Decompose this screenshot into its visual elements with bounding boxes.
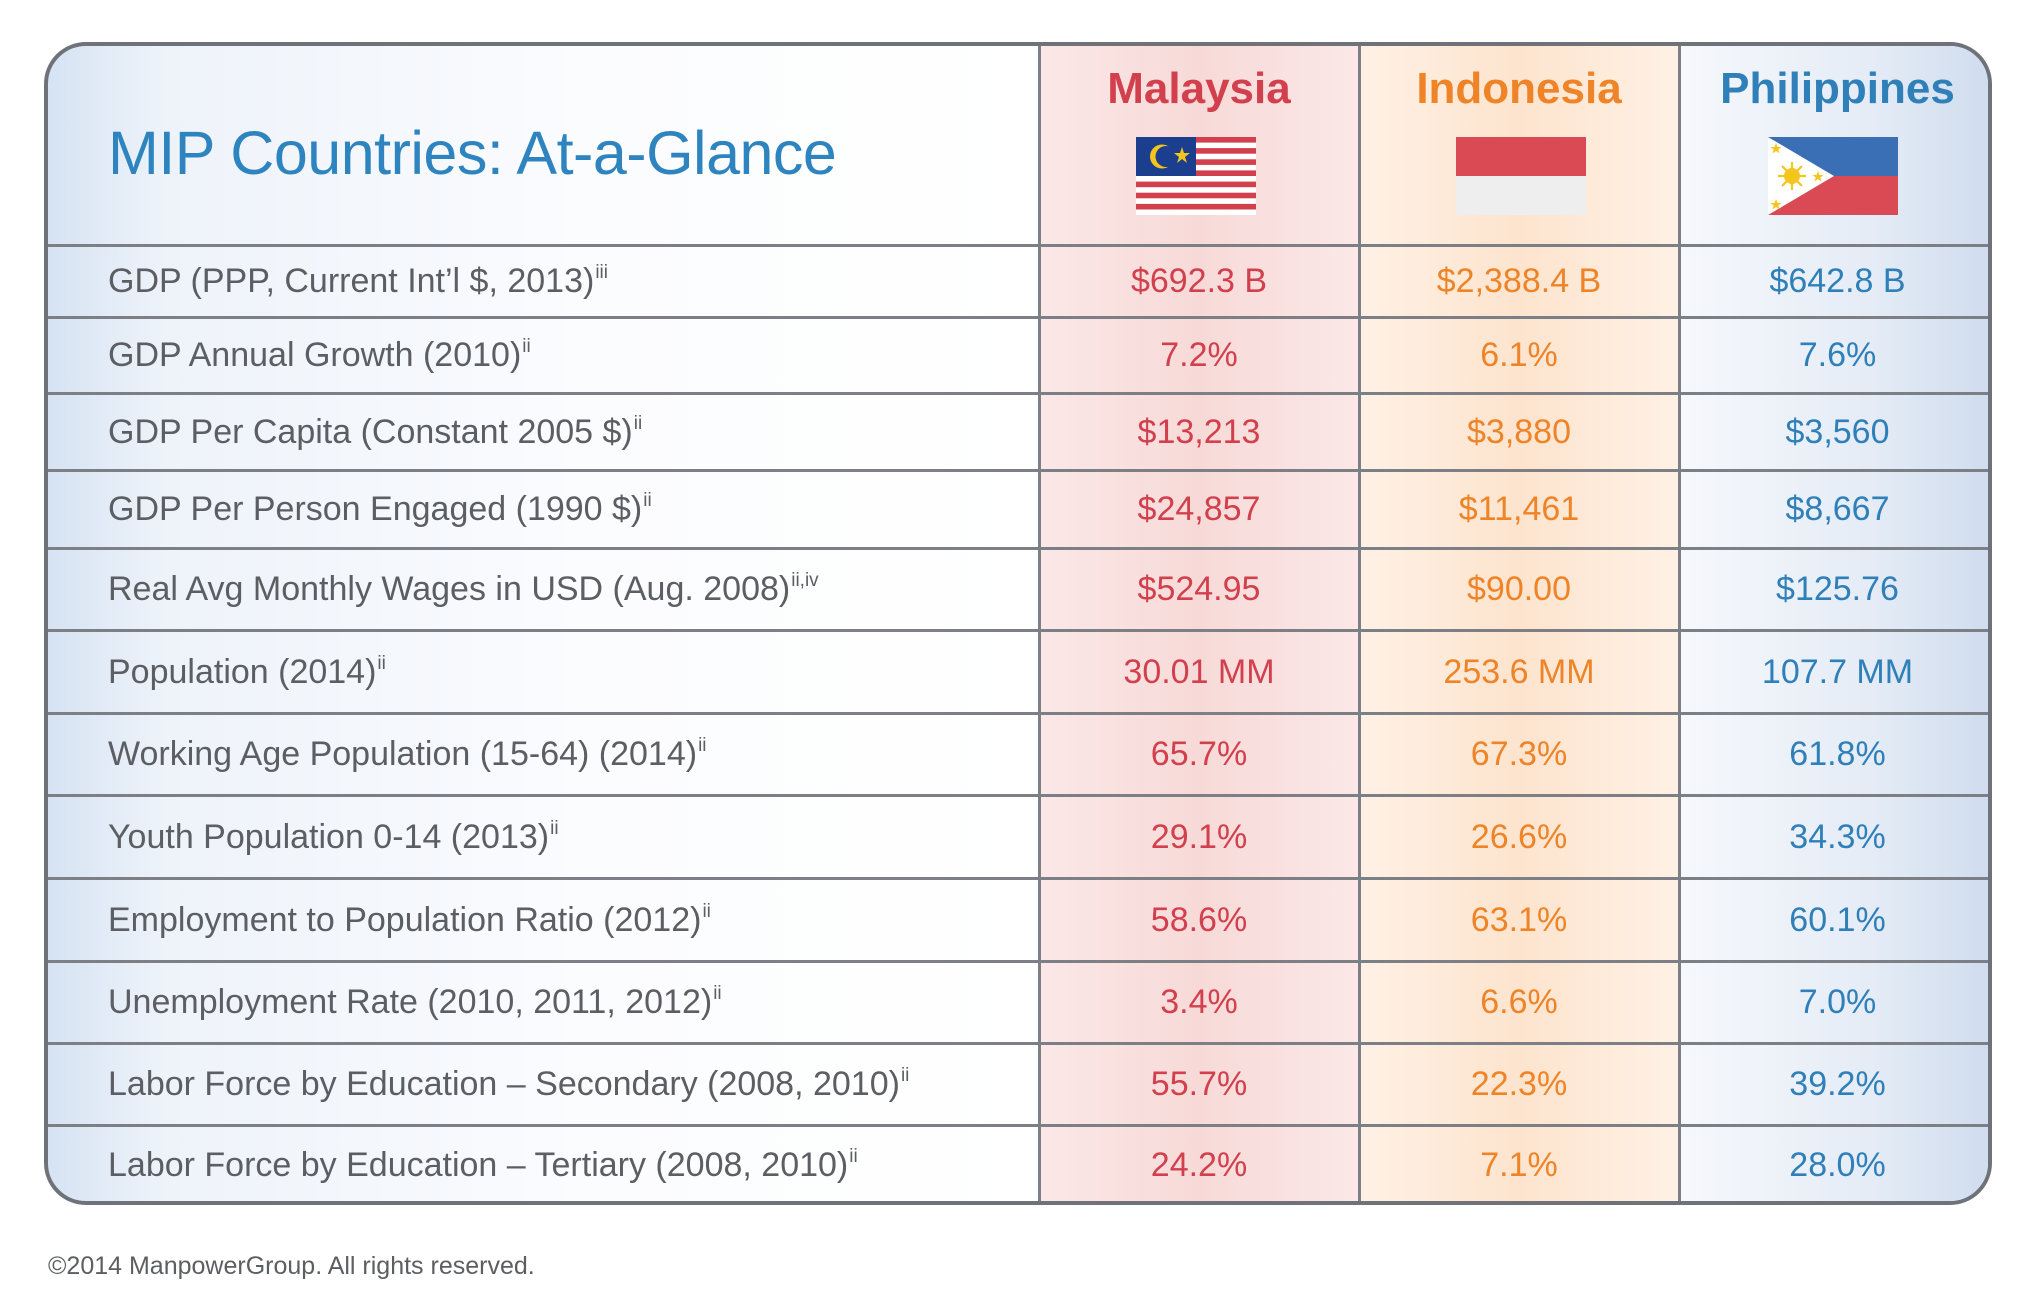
row-label: Unemployment Rate (2010, 2011, 2012)ii	[108, 983, 722, 1021]
indonesia-value: 67.3%	[1470, 735, 1568, 773]
footnote-marker: iii	[595, 262, 608, 283]
malaysia-value: 30.01 MM	[1123, 653, 1275, 691]
row-divider	[48, 244, 1988, 247]
footnote-marker: ii	[377, 653, 386, 674]
row-label: Labor Force by Education – Tertiary (200…	[108, 1146, 858, 1184]
row-label: Employment to Population Ratio (2012)ii	[108, 901, 711, 939]
philippines-value: 34.3%	[1789, 818, 1886, 856]
indonesia-value: 26.6%	[1470, 818, 1568, 856]
footnote-marker: ii	[702, 901, 711, 922]
footnote-marker: ii,iv	[791, 570, 819, 591]
philippines-value: 107.7 MM	[1761, 653, 1914, 691]
row-label: Youth Population 0-14 (2013)ii	[108, 818, 559, 856]
malaysia-value: 24.2%	[1150, 1146, 1248, 1184]
philippines-value: 61.8%	[1789, 735, 1886, 773]
philippines-value: 7.0%	[1798, 983, 1877, 1021]
malaysia-value: 55.7%	[1150, 1065, 1248, 1103]
row-label: GDP Per Person Engaged (1990 $)ii	[108, 490, 652, 528]
philippines-value: $125.76	[1776, 570, 1899, 608]
column-divider	[1038, 46, 1041, 1201]
indonesia-value: 6.1%	[1480, 336, 1558, 374]
malaysia-value: 7.2%	[1160, 336, 1238, 374]
row-label: Labor Force by Education – Secondary (20…	[108, 1065, 910, 1103]
row-divider	[48, 392, 1988, 395]
indonesia-value: 63.1%	[1470, 901, 1568, 939]
indonesia-value: 253.6 MM	[1443, 653, 1595, 691]
column-divider	[1358, 46, 1361, 1201]
page-title: MIP Countries: At-a-Glance	[108, 119, 837, 187]
indonesia-value: 7.1%	[1480, 1146, 1558, 1184]
indonesia-header: Indonesia	[1416, 64, 1622, 113]
philippines-value: 7.6%	[1798, 336, 1877, 374]
footnote-marker: ii	[698, 735, 707, 756]
malaysia-value: 3.4%	[1160, 983, 1238, 1021]
row-label: Working Age Population (15-64) (2014)ii	[108, 735, 707, 773]
row-divider	[48, 1042, 1988, 1045]
indonesia-value: 22.3%	[1470, 1065, 1568, 1103]
indonesia-value: 6.6%	[1480, 983, 1558, 1021]
philippines-column-bg	[1679, 46, 1988, 1201]
indonesia-value: $2,388.4 B	[1436, 262, 1602, 300]
row-divider	[48, 712, 1988, 715]
column-divider	[1678, 46, 1681, 1201]
philippines-value: 60.1%	[1789, 901, 1886, 939]
row-label: GDP Per Capita (Constant 2005 $)ii	[108, 413, 643, 451]
indonesia-column-bg	[1359, 46, 1679, 1201]
indonesia-value: $90.00	[1467, 570, 1571, 608]
row-divider	[48, 547, 1988, 550]
at-a-glance-table: MIP Countries: At-a-Glance Malaysia Indo…	[44, 42, 1992, 1205]
row-label: Population (2014)ii	[108, 653, 386, 691]
philippines-value: 39.2%	[1789, 1065, 1886, 1103]
footnote-marker: ii	[849, 1146, 858, 1167]
malaysia-header: Malaysia	[1107, 64, 1291, 113]
copyright-footer: ©2014 ManpowerGroup. All rights reserved…	[48, 1252, 535, 1280]
row-label: GDP (PPP, Current Int’l $, 2013)iii	[108, 262, 608, 300]
philippines-header: Philippines	[1720, 64, 1955, 113]
indonesia-value: $11,461	[1458, 490, 1580, 528]
row-label: GDP Annual Growth (2010)ii	[108, 336, 531, 374]
row-divider	[48, 794, 1988, 797]
row-label: Real Avg Monthly Wages in USD (Aug. 2008…	[108, 570, 819, 608]
row-divider	[48, 1124, 1988, 1127]
row-divider	[48, 469, 1988, 472]
malaysia-flag-icon	[1136, 137, 1256, 215]
philippines-flag-icon	[1768, 137, 1898, 215]
footnote-marker: ii	[522, 336, 531, 357]
footnote-marker: ii	[900, 1065, 910, 1086]
philippines-value: 28.0%	[1789, 1146, 1886, 1184]
malaysia-value: $24,857	[1137, 490, 1261, 528]
footnote-marker: ii	[550, 818, 559, 839]
row-divider	[48, 629, 1988, 632]
malaysia-value: 58.6%	[1150, 901, 1248, 939]
malaysia-value: 65.7%	[1150, 735, 1248, 773]
indonesia-value: $3,880	[1467, 413, 1571, 451]
malaysia-value: $524.95	[1137, 570, 1261, 608]
row-divider	[48, 960, 1988, 963]
footnote-marker: ii	[633, 413, 643, 434]
philippines-value: $8,667	[1785, 490, 1890, 528]
footnote-marker: ii	[643, 490, 652, 511]
row-divider	[48, 877, 1988, 880]
footnote-marker: ii	[713, 983, 722, 1004]
philippines-value: $642.8 B	[1769, 262, 1906, 300]
indonesia-flag-icon	[1456, 137, 1586, 215]
malaysia-column-bg	[1039, 46, 1359, 1201]
malaysia-value: 29.1%	[1150, 818, 1248, 856]
malaysia-value: $13,213	[1137, 413, 1261, 451]
row-divider	[48, 316, 1988, 319]
philippines-value: $3,560	[1785, 413, 1890, 451]
malaysia-value: $692.3 B	[1130, 262, 1268, 300]
